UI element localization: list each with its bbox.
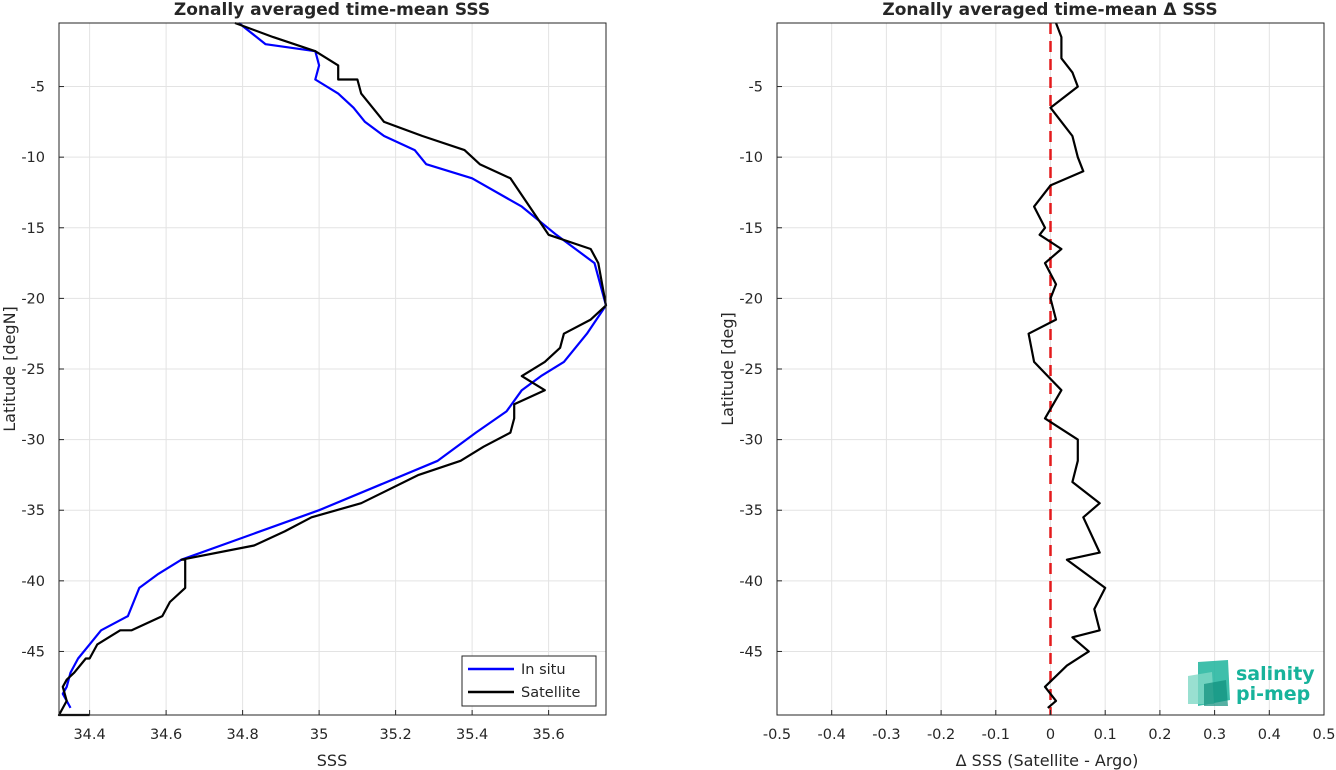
right-y-tick-label: -15: [739, 221, 763, 237]
left-y-tick-label: -10: [21, 150, 45, 166]
right-x-tick-label: 0.1: [1094, 727, 1117, 743]
legend: In situ Satellite: [461, 655, 597, 707]
right-y-tick-label: -30: [739, 433, 763, 449]
left-x-tick-label: 34.4: [73, 727, 105, 743]
left-x-axis-label: SSS: [317, 751, 347, 770]
legend-label-satellite: Satellite: [521, 685, 580, 701]
left-x-tick-label: 34.8: [226, 727, 258, 743]
right-y-tick-label: -40: [739, 574, 763, 590]
left-x-tick-label: 35.6: [532, 727, 564, 743]
left-x-tick-label: 35.4: [456, 727, 488, 743]
left-x-tick-label: 35.2: [379, 727, 411, 743]
right-x-tick-label: 0.3: [1203, 727, 1226, 743]
right-x-tick-label: -0.2: [927, 727, 955, 743]
left-y-tick-label: -25: [21, 362, 45, 378]
right-y-tick-label: -20: [739, 291, 763, 307]
right-y-tick-label: -5: [749, 80, 763, 96]
left-y-tick-label: -45: [21, 644, 45, 660]
right-series-line-series-0: [1027, 22, 1107, 709]
salinity-pi-mep-logo: salinity pi-mep: [1188, 660, 1315, 706]
right-x-axis-label: Δ SSS (Satellite - Argo): [956, 751, 1139, 770]
right-x-tick-label: 0: [1046, 727, 1055, 743]
right-x-tick-label: 0.5: [1312, 727, 1335, 743]
left-y-tick-label: -30: [21, 433, 45, 449]
left-y-axis-label: Latitude [degN]: [0, 306, 19, 432]
right-y-tick-label: -35: [739, 503, 763, 519]
right-x-tick-label: 0.4: [1258, 727, 1281, 743]
left-chart: 34.4 34.6 34.8 35 35.2 35.4 35.6 -5 -10 -15 -20 -25…: [0, 0, 608, 770]
right-x-tick-label: -0.1: [982, 727, 1010, 743]
logo-text-salinity: salinity: [1236, 663, 1315, 685]
left-series-line-satellite: [57, 21, 608, 717]
left-y-tick-label: -35: [21, 503, 45, 519]
legend-box: [461, 655, 597, 707]
left-series-line-in-situ: [61, 22, 608, 709]
legend-label-in-situ: In situ: [521, 662, 566, 678]
right-chart-title: Zonally averaged time-mean Δ SSS: [882, 0, 1217, 20]
right-chart: -0.5 -0.4 -0.3 -0.2 -0.1 0 0.1 0.2 0.3 0.4 0.5 -5 -1…: [718, 0, 1336, 770]
left-y-tick-label: -20: [21, 291, 45, 307]
left-chart-title: Zonally averaged time-mean SSS: [174, 0, 490, 20]
logo-wave-icon-front: [1204, 680, 1228, 706]
right-y-axis-label: Latitude [deg]: [718, 312, 737, 426]
right-x-tick-label: -0.4: [818, 727, 846, 743]
left-y-tick-label: -5: [31, 80, 45, 96]
right-y-tick-label: -25: [739, 362, 763, 378]
right-x-tick-label: 0.2: [1148, 727, 1171, 743]
left-x-tick-label: 35: [310, 727, 328, 743]
left-x-tick-label: 34.6: [150, 727, 182, 743]
right-x-tick-label: -0.5: [763, 727, 791, 743]
right-y-tick-label: -10: [739, 150, 763, 166]
logo-text-pi-mep: pi-mep: [1236, 683, 1310, 705]
right-x-tick-label: -0.3: [872, 727, 900, 743]
left-y-tick-label: -40: [21, 574, 45, 590]
left-y-tick-label: -15: [21, 221, 45, 237]
right-y-tick-label: -45: [739, 644, 763, 660]
